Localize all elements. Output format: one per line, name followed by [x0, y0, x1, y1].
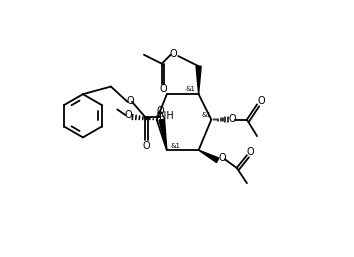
- Polygon shape: [196, 66, 201, 94]
- Text: O: O: [127, 96, 134, 106]
- Text: O: O: [218, 153, 226, 163]
- Text: &1: &1: [186, 86, 196, 92]
- Text: O: O: [159, 84, 167, 94]
- Text: O: O: [157, 106, 164, 116]
- Text: NH: NH: [159, 111, 174, 121]
- Text: O: O: [143, 141, 150, 151]
- Text: &1: &1: [171, 143, 181, 149]
- Text: O: O: [229, 114, 236, 124]
- Text: O: O: [170, 49, 177, 59]
- Text: O: O: [124, 110, 132, 120]
- Text: O: O: [247, 147, 255, 157]
- Text: O: O: [257, 96, 265, 106]
- Polygon shape: [199, 150, 219, 162]
- Polygon shape: [159, 119, 167, 150]
- Text: &1: &1: [201, 112, 211, 117]
- Text: &1: &1: [155, 112, 165, 117]
